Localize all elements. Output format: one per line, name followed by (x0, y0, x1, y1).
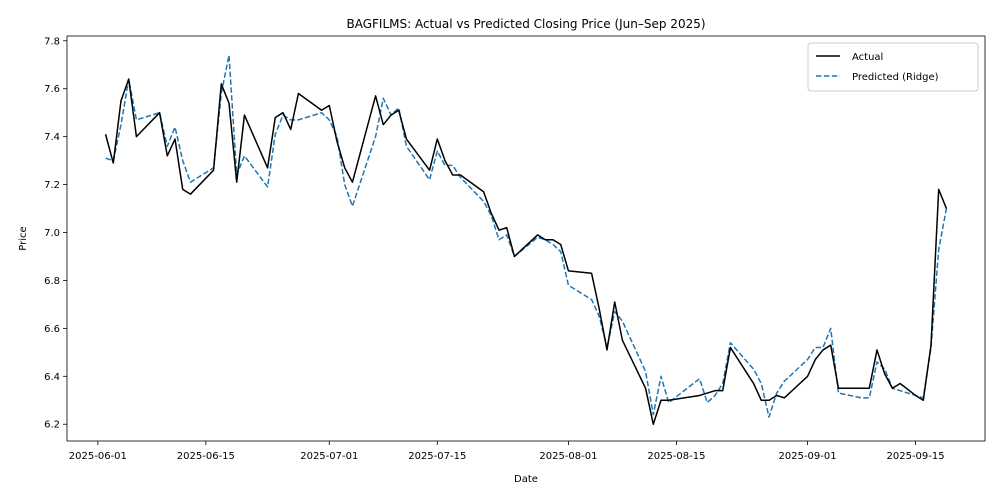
chart-title: BAGFILMS: Actual vs Predicted Closing Pr… (346, 17, 705, 31)
y-axis-label: Price (18, 226, 29, 250)
y-tick-label: 6.6 (44, 324, 60, 335)
x-tick-label: 2025-09-15 (887, 451, 945, 462)
y-axis: 6.2 6.4 6.6 6.8 7.0 7.2 7.4 7.6 7.8 (44, 36, 67, 431)
x-tick-label: 2025-09-01 (779, 451, 837, 462)
y-tick-label: 7.4 (44, 132, 60, 143)
plot-area (104, 54, 948, 425)
series-line-actual (104, 78, 948, 425)
x-tick-label: 2025-06-01 (69, 451, 127, 462)
x-tick-label: 2025-06-15 (177, 451, 235, 462)
x-tick-label: 2025-07-01 (300, 451, 358, 462)
x-tick-label: 2025-08-15 (647, 451, 705, 462)
legend-box (807, 42, 979, 92)
y-tick-label: 6.8 (44, 276, 60, 287)
x-tick-label: 2025-08-01 (539, 451, 597, 462)
y-tick-label: 7.2 (44, 180, 60, 191)
y-tick-label: 7.6 (44, 84, 60, 95)
legend-label-actual: Actual (852, 52, 883, 63)
x-axis: 2025-06-01 2025-06-15 2025-07-01 2025-07-15… (69, 441, 945, 462)
x-tick-label: 2025-07-15 (408, 451, 466, 462)
legend-label-predicted: Predicted (Ridge) (852, 72, 939, 83)
y-tick-label: 6.2 (44, 420, 60, 431)
legend: Actual Predicted (Ridge) (807, 42, 979, 92)
x-axis-label: Date (514, 474, 538, 485)
y-tick-label: 7.0 (44, 228, 60, 239)
y-tick-label: 6.4 (44, 372, 60, 383)
y-tick-label: 7.8 (44, 36, 60, 47)
plot-frame (66, 35, 986, 442)
